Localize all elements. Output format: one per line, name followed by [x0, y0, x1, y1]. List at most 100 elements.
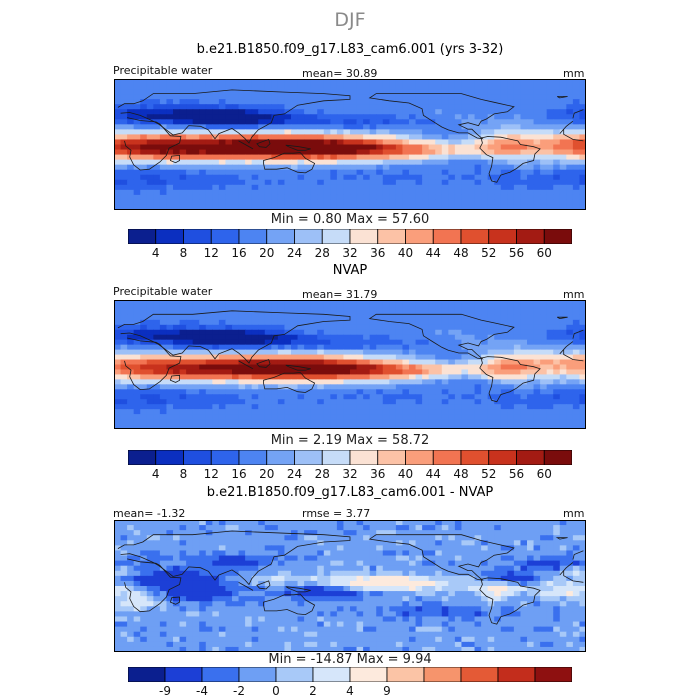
map-cell [409, 154, 417, 161]
map-cell [474, 424, 482, 429]
map-cell [382, 364, 390, 371]
panel-1-variable-label: Precipitable water [113, 64, 213, 77]
map-cell [572, 159, 581, 166]
map-cell [205, 179, 213, 186]
map-cell [225, 169, 233, 176]
map-cell [356, 129, 364, 136]
map-cell [363, 520, 371, 526]
map-cell [513, 369, 522, 376]
map-cell [245, 591, 253, 597]
map-cell [277, 586, 286, 592]
map-cell [474, 104, 482, 110]
map-cell [199, 119, 207, 125]
map-cell [232, 530, 240, 536]
map-cell [356, 144, 364, 151]
map-cell [527, 384, 535, 390]
map-cell [474, 94, 482, 100]
map-cell [369, 154, 377, 161]
map-cell [448, 79, 456, 85]
map-cell [389, 596, 397, 602]
map-cell [140, 354, 148, 361]
map-cell [323, 525, 331, 531]
map-cell [395, 520, 404, 526]
map-cell [572, 124, 581, 130]
map-cell [441, 555, 449, 562]
map-cell [179, 591, 187, 597]
map-cell [356, 139, 364, 146]
map-cell [363, 129, 371, 136]
map-cell [527, 570, 535, 577]
map-cell [454, 139, 463, 146]
map-cell [310, 324, 318, 331]
map-cell [468, 580, 476, 587]
map-cell [336, 194, 345, 201]
map-cell [199, 535, 207, 541]
map-cell [212, 596, 220, 602]
map-cell [323, 570, 331, 577]
map-cell [382, 596, 390, 602]
map-cell [304, 99, 312, 105]
map-cell [454, 349, 463, 356]
map-cell [159, 134, 168, 141]
map-cell [297, 565, 305, 572]
map-cell [166, 154, 174, 161]
map-cell [199, 520, 207, 526]
map-cell [192, 134, 200, 141]
map-cell [330, 159, 338, 166]
map-cell [402, 154, 410, 161]
map-cell [428, 199, 436, 206]
map-cell [572, 374, 581, 380]
map-cell [520, 129, 528, 136]
map-cell [258, 179, 266, 186]
map-cell [218, 169, 227, 176]
panel-2-mean-label: mean= 31.79 [302, 288, 378, 301]
map-cell [579, 309, 586, 316]
map-cell [402, 339, 410, 346]
map-cell [310, 545, 318, 552]
colorbar-box [516, 450, 545, 465]
map-cell [271, 194, 279, 201]
map-cell [218, 389, 227, 395]
map-cell [199, 134, 207, 141]
map-cell [291, 314, 299, 321]
map-cell [507, 586, 515, 592]
map-cell [441, 134, 449, 141]
map-cell [513, 334, 522, 341]
map-cell [520, 565, 528, 572]
map-cell [422, 525, 430, 531]
map-cell [297, 535, 305, 541]
map-cell [513, 399, 522, 405]
map-cell [395, 304, 404, 311]
map-cell [395, 354, 404, 361]
map-cell [192, 309, 200, 316]
map-cell [481, 364, 489, 371]
map-cell [120, 364, 128, 371]
map-cell [494, 154, 502, 161]
map-cell [395, 419, 404, 425]
map-cell [435, 114, 443, 120]
map-cell [566, 119, 574, 125]
map-cell [389, 565, 397, 572]
map-cell [513, 189, 522, 196]
map-cell [553, 525, 561, 531]
map-cell [540, 354, 548, 361]
map-cell [389, 119, 397, 125]
map-cell [448, 540, 456, 546]
map-cell [395, 314, 404, 321]
map-cell [186, 174, 194, 181]
map-cell [310, 530, 318, 536]
map-cell [199, 545, 207, 552]
map-cell [258, 379, 266, 385]
map-cell [422, 586, 430, 592]
map-cell [533, 169, 541, 176]
map-cell [428, 329, 436, 336]
map-cell [127, 154, 135, 161]
map-cell [277, 339, 286, 346]
map-cell [579, 144, 586, 151]
map-cell [441, 374, 449, 380]
map-cell [369, 364, 377, 371]
map-cell [284, 144, 292, 151]
map-cell [540, 109, 548, 115]
map-cell [127, 555, 135, 562]
map-cell [186, 596, 194, 602]
